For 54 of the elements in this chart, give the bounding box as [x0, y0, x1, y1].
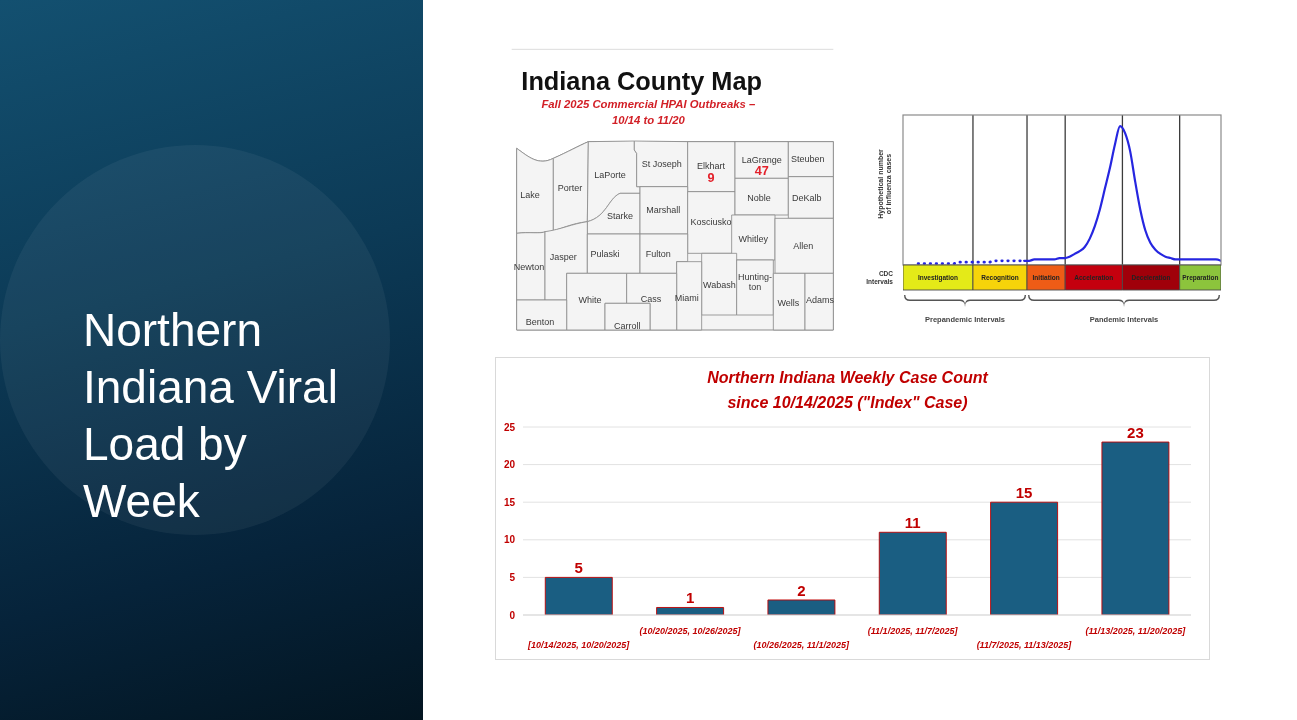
data-label: 23 — [1127, 424, 1144, 442]
text: Northern Indiana Viral Load by Week — [83, 303, 339, 529]
category-label: Hunting-ton — [737, 272, 773, 292]
category-label: Cass — [640, 294, 662, 304]
category-label: DeKalb — [791, 192, 822, 203]
category-label: St Joseph — [641, 159, 682, 170]
x-tick-label: (11/1/2025, 11/7/2025] — [867, 626, 959, 636]
category-label: LaGrange — [741, 154, 782, 165]
category-label: Miami — [674, 293, 699, 303]
data-label: 9 — [707, 170, 715, 185]
data-label: 15 — [1015, 484, 1033, 502]
text: Fall 2025 Commercial HPAI Outbreaks – 10/14 to 11/20 — [541, 97, 756, 126]
category-label: Benton — [525, 317, 555, 328]
bar — [1101, 441, 1170, 615]
x-tick-label: [10/14/2025, 10/20/2025] — [527, 640, 631, 650]
category-label: Wabash — [702, 280, 736, 291]
category-label: Allen — [793, 240, 814, 251]
category-label: Jasper — [549, 252, 577, 262]
data-label: 1 — [685, 589, 695, 607]
category-label: Whitley — [738, 234, 769, 244]
category-label: Elkhart — [696, 161, 726, 172]
text: Indiana County Map — [521, 67, 762, 95]
chart-title: Northern Indiana Weekly Case Count since 10/14/2025 ("Index" Case) — [706, 368, 990, 413]
y-tick-label: 20 — [503, 459, 516, 471]
category-label: Wells — [777, 298, 800, 308]
y-tick-label: 15 — [503, 496, 516, 508]
category-label: Steuben — [790, 154, 825, 164]
bar — [990, 501, 1059, 615]
y-tick-label: 25 — [503, 421, 516, 433]
bar — [767, 599, 836, 615]
category-label: Porter — [557, 182, 583, 193]
x-tick-label: (10/20/2025, 10/26/2025] — [639, 626, 742, 636]
category-label: Fulton — [645, 248, 671, 259]
data-label: 47 — [754, 164, 769, 178]
y-tick-label: 10 — [503, 534, 516, 546]
y-tick-label: 0 — [509, 609, 516, 621]
x-tick-label: (10/26/2025, 11/1/2025] — [753, 640, 851, 650]
y-tick-label: 5 — [509, 571, 516, 583]
category-label: Lake — [520, 190, 540, 200]
x-tick-label: (11/7/2025, 11/13/2025] — [976, 640, 1073, 650]
category-label: Pulaski — [590, 248, 620, 259]
category-label: Starke — [606, 211, 634, 222]
category-label: Adams — [805, 295, 835, 306]
bar — [878, 531, 947, 615]
bar — [544, 576, 613, 615]
category-label: Marshall — [646, 204, 681, 215]
category-label: LaPorte — [594, 170, 626, 180]
data-label: 2 — [797, 581, 806, 599]
category-label: Newton — [513, 262, 545, 272]
category-label: Kosciusko — [690, 217, 732, 228]
x-tick-label: (11/13/2025, 11/20/2025] — [1085, 626, 1187, 636]
data-label: 5 — [574, 559, 583, 577]
category-label: Noble — [747, 192, 771, 203]
data-label: 11 — [904, 514, 921, 532]
